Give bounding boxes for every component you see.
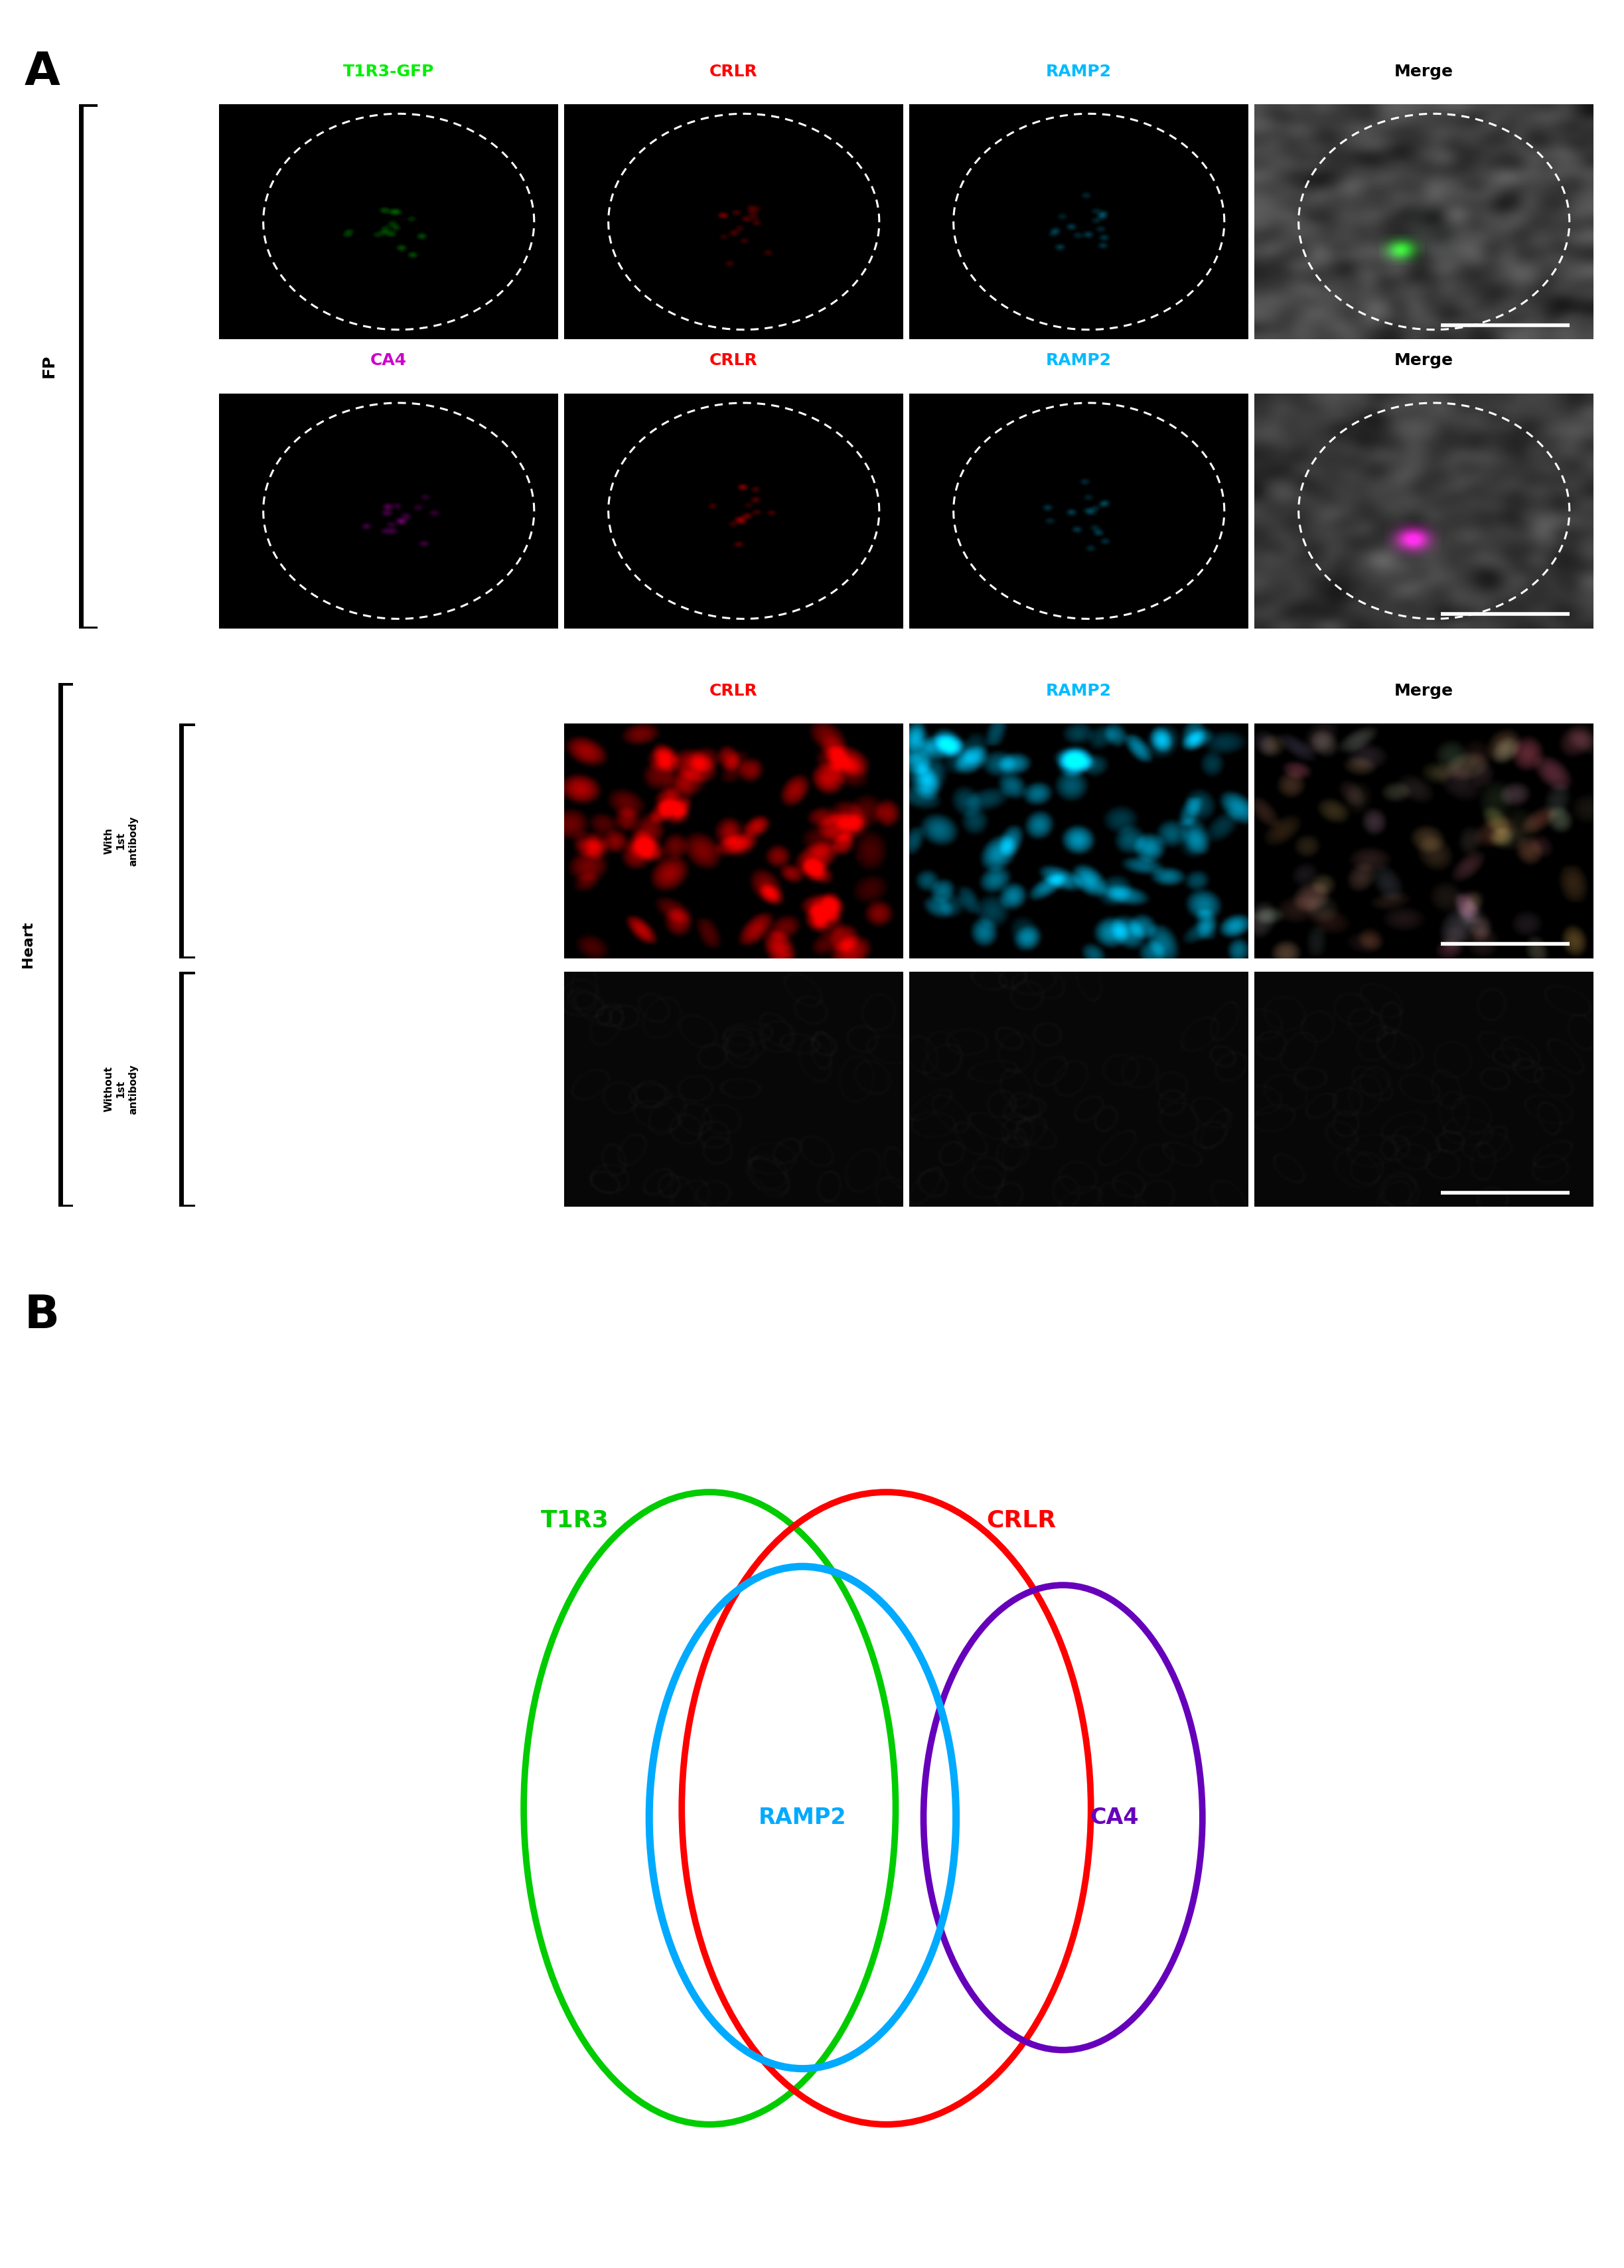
Text: A: A: [24, 50, 60, 95]
Text: T1R3: T1R3: [541, 1508, 609, 1531]
Text: With
1st
antibody: With 1st antibody: [104, 816, 138, 866]
Text: RAMP2: RAMP2: [1046, 64, 1111, 79]
Text: Merge: Merge: [1395, 64, 1453, 79]
Text: CRLR: CRLR: [986, 1508, 1056, 1531]
Text: RAMP2: RAMP2: [1046, 354, 1111, 370]
Text: Merge: Merge: [1395, 354, 1453, 370]
Text: RAMP2: RAMP2: [1046, 683, 1111, 699]
Text: CA4: CA4: [1090, 1808, 1138, 1828]
Text: FP: FP: [41, 354, 57, 379]
Text: Without
1st
antibody: Without 1st antibody: [104, 1064, 138, 1114]
Text: CRLR: CRLR: [710, 354, 758, 370]
Text: B: B: [24, 1293, 60, 1338]
Text: CRLR: CRLR: [710, 683, 758, 699]
Text: T1R3-GFP: T1R3-GFP: [343, 64, 434, 79]
Text: CA4: CA4: [370, 354, 408, 370]
Text: Merge: Merge: [1395, 683, 1453, 699]
Text: RAMP2: RAMP2: [758, 1808, 846, 1828]
Text: Heart: Heart: [21, 921, 34, 968]
Text: CRLR: CRLR: [710, 64, 758, 79]
